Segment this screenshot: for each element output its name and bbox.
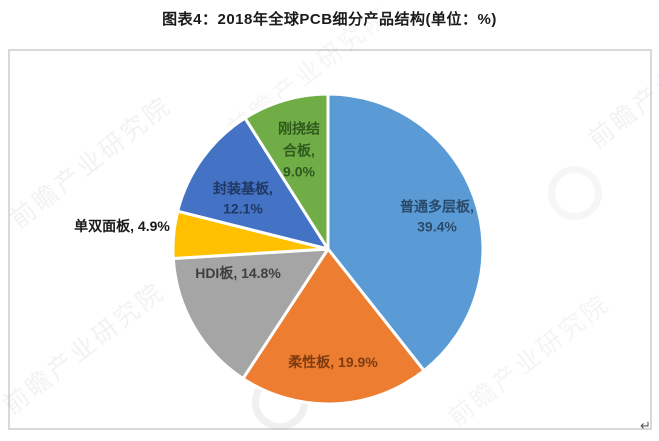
pie-slice-5 — [243, 92, 330, 251]
chart-title: 图表4：2018年全球PCB细分产品结构(单位：%) — [162, 11, 497, 28]
pie-chart — [171, 92, 485, 406]
watermark-text: 前瞻产业研究院 — [5, 91, 178, 234]
pie-slice-2 — [171, 247, 330, 381]
pie-slice-4 — [176, 116, 330, 251]
watermark-text: 前瞻产业研究院 — [0, 277, 171, 420]
pie-slice-1 — [241, 247, 426, 406]
line-break-mark: ↵ — [640, 418, 651, 433]
pie-slice-0 — [326, 92, 485, 373]
